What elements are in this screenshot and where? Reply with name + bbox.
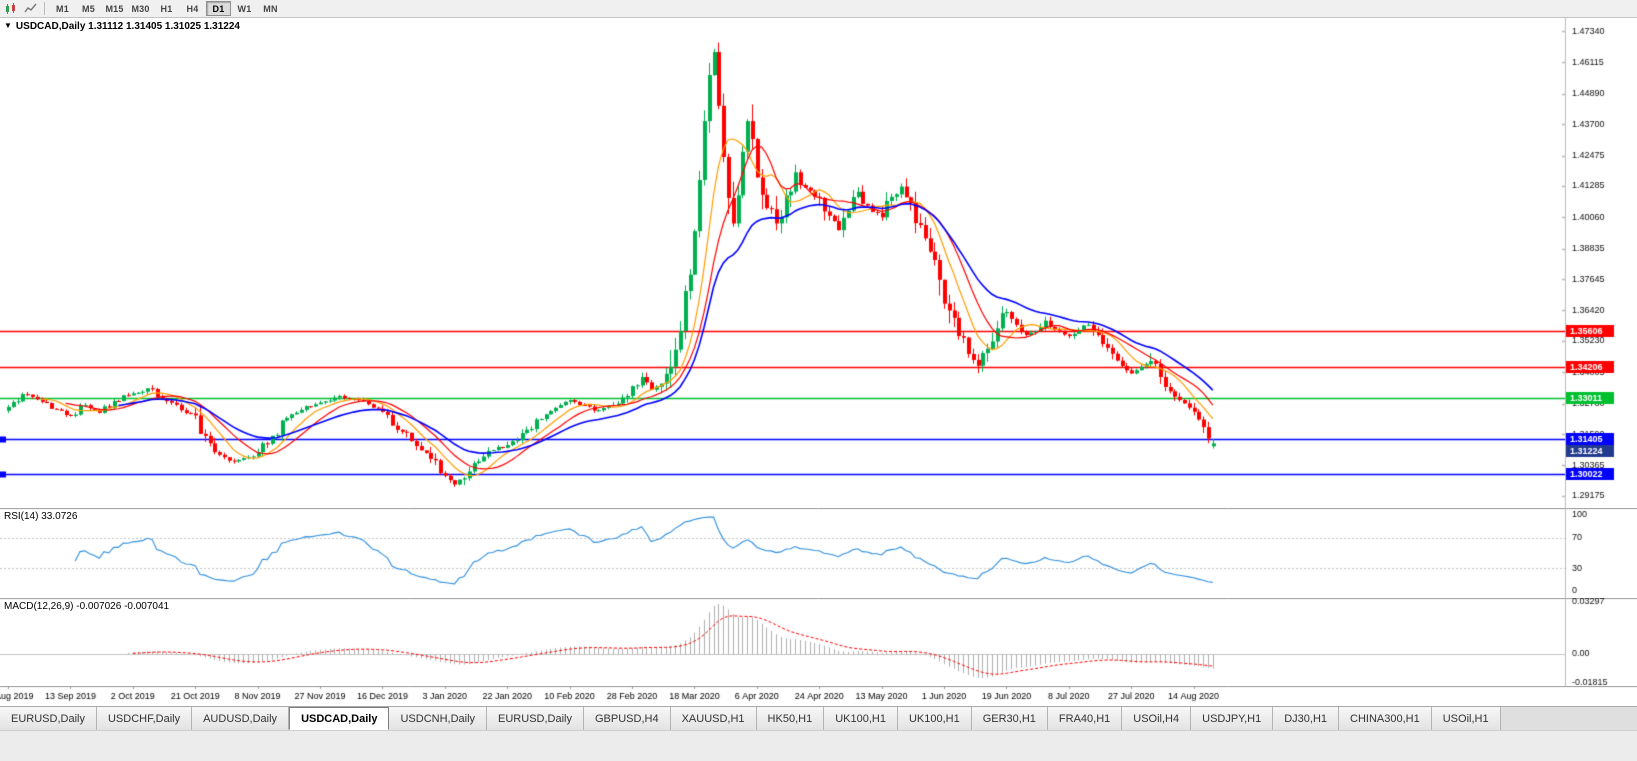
chart-tab-dj30-h1[interactable]: DJ30,H1 xyxy=(1273,707,1340,730)
chart-tab-china300-h1[interactable]: CHINA300,H1 xyxy=(1339,707,1432,730)
crosshair-icon[interactable] xyxy=(21,1,39,16)
chart-tabs-bar: EURUSD,Daily USDCHF,Daily AUDUSD,Daily USDC… xyxy=(0,706,1637,730)
date-axis xyxy=(0,686,1637,706)
chart-tab-usdcad-daily[interactable]: USDCAD,Daily xyxy=(289,707,390,730)
timeframe-button-M1[interactable]: M1 xyxy=(56,3,69,14)
chart-tab-xauusd-h1[interactable]: XAUUSD,H1 xyxy=(670,707,757,730)
timeframe-button-W1[interactable]: W1 xyxy=(237,3,252,14)
chart-tab-fra40-h1[interactable]: FRA40,H1 xyxy=(1047,707,1123,730)
timeframe-button-H4[interactable]: H4 xyxy=(186,3,199,14)
chart-tab-eurusd-daily[interactable]: EURUSD,Daily xyxy=(487,707,584,730)
timeframe-toolbar: M1 M5 M15 M30 H1 H4 D1 W1 MN xyxy=(0,0,1637,18)
macd-canvas[interactable] xyxy=(0,598,1637,686)
chart-type-icon[interactable] xyxy=(2,1,20,16)
timeframe-button-D1[interactable]: D1 xyxy=(206,1,231,16)
timeframe-button-M5[interactable]: M5 xyxy=(82,3,95,14)
timeframe-button-M30[interactable]: M30 xyxy=(131,3,150,14)
chart-tab-uk100-h1[interactable]: UK100,H1 xyxy=(824,707,898,730)
price-chart-pane: ▼ USDCAD,Daily 1.31112 1.31405 1.31025 1… xyxy=(0,18,1637,508)
macd-indicator-pane: MACD(12,26,9) -0.007026 -0.007041 xyxy=(0,598,1637,686)
chart-tab-ger30-h1[interactable]: GER30,H1 xyxy=(971,707,1048,730)
timeframe-button-MN[interactable]: MN xyxy=(263,3,278,14)
timeframe-button-M15[interactable]: M15 xyxy=(105,3,124,14)
chart-tab-usdchf-daily[interactable]: USDCHF,Daily xyxy=(96,707,193,730)
timeframe-button-H1[interactable]: H1 xyxy=(160,3,173,14)
rsi-indicator-pane: RSI(14) 33.0726 xyxy=(0,508,1637,598)
chart-tab-gbpusd-h4[interactable]: GBPUSD,H4 xyxy=(584,707,671,730)
chart-tab-hk50-h1[interactable]: HK50,H1 xyxy=(756,707,825,730)
chart-tab-usoil-h1[interactable]: USOil,H1 xyxy=(1431,707,1501,730)
date-axis-canvas xyxy=(0,686,1637,706)
chart-tab-usdjpy-h1[interactable]: USDJPY,H1 xyxy=(1191,707,1274,730)
toolbar-separator xyxy=(44,2,45,15)
chart-tab-usoil-h4[interactable]: USOil,H4 xyxy=(1122,707,1192,730)
symbol-menu-icon[interactable]: ▼ xyxy=(4,21,12,30)
rsi-canvas[interactable] xyxy=(0,508,1637,598)
chart-tab-usdcnh-daily[interactable]: USDCNH,Daily xyxy=(389,707,488,730)
status-bar xyxy=(0,730,1637,761)
chart-tab-eurusd-daily[interactable]: EURUSD,Daily xyxy=(0,707,97,730)
chart-tab-audusd-daily[interactable]: AUDUSD,Daily xyxy=(192,707,290,730)
price-chart-canvas[interactable] xyxy=(0,18,1637,508)
chart-tab-uk100-h1[interactable]: UK100,H1 xyxy=(897,707,972,730)
